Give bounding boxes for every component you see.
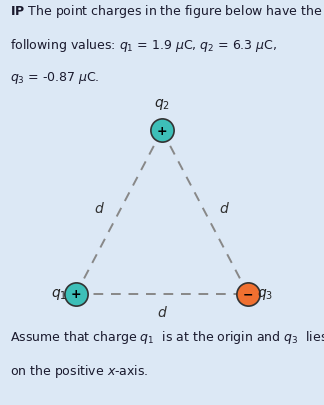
Text: $d$: $d$ [156,304,168,319]
Point [73,291,78,297]
Text: $d$: $d$ [219,201,230,216]
Point [159,128,165,134]
Text: +: + [157,125,167,138]
Text: +: + [71,288,81,301]
Text: Assume that charge $q_1$  is at the origin and $q_3$  lies: Assume that charge $q_1$ is at the origi… [10,328,324,345]
Text: $q_3$: $q_3$ [257,287,273,302]
Text: $d$: $d$ [94,201,105,216]
Text: $q_3$ = -0.87 $\mu$C.: $q_3$ = -0.87 $\mu$C. [10,70,99,86]
Point [246,291,251,297]
Text: following values: $q_1$ = 1.9 $\mu$C, $q_2$ = 6.3 $\mu$C,: following values: $q_1$ = 1.9 $\mu$C, $q… [10,36,277,53]
Text: $q_1$: $q_1$ [51,287,67,302]
Text: −: − [243,288,253,301]
Text: $q_2$: $q_2$ [154,97,170,112]
Text: $\bf{IP}$ The point charges in the figure below have the: $\bf{IP}$ The point charges in the figur… [10,3,322,20]
Text: on the positive $x$-axis.: on the positive $x$-axis. [10,362,148,379]
